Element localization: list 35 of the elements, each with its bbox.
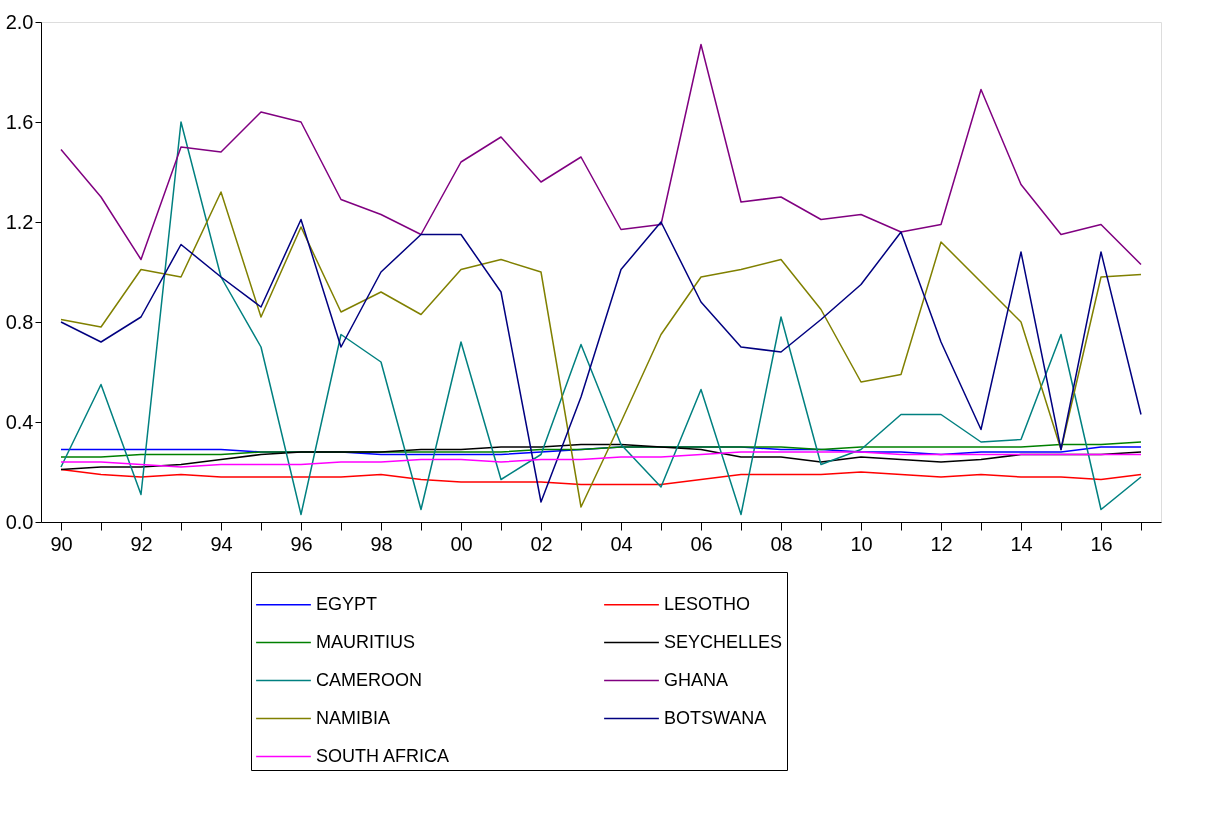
legend-label: SOUTH AFRICA [316,745,450,766]
line-series [60,468,1142,486]
y-tick-label: 0.4 [5,410,34,433]
x-tick-label: 16 [1090,532,1113,555]
line-series [60,441,1142,458]
line-series [60,43,1142,266]
y-tick-label: 2.0 [5,10,34,33]
line-series [60,443,1142,471]
x-tick-label: 10 [850,532,873,555]
line-series [60,451,1142,468]
legend-label: GHANA [664,669,729,690]
y-tick-label: 0.0 [5,510,34,533]
x-tick-label: 12 [930,532,953,555]
legend-label: LESOTHO [664,593,751,614]
x-tick-label: 04 [610,532,633,555]
line-series [60,121,1142,516]
x-tick-label: 00 [450,532,473,555]
legend-label: NAMIBIA [316,707,391,728]
y-tick-label: 1.2 [5,210,34,233]
y-tick-label: 1.6 [5,110,34,133]
legend-label: BOTSWANA [664,707,767,728]
x-tick-label: 06 [690,532,713,555]
legend-label: CAMEROON [316,669,423,690]
x-tick-label: 14 [1010,532,1033,555]
x-tick-label: 92 [130,532,153,555]
x-tick-label: 96 [290,532,313,555]
x-tick-label: 90 [50,532,73,555]
legend-label: SEYCHELLES [664,631,783,652]
x-tick-label: 02 [530,532,553,555]
x-tick-label: 98 [370,532,393,555]
x-tick-label: 08 [770,532,793,555]
legend-label: MAURITIUS [316,631,415,652]
legend-label: EGYPT [316,593,378,614]
y-tick-label: 0.8 [5,310,34,333]
x-tick-label: 94 [210,532,233,555]
